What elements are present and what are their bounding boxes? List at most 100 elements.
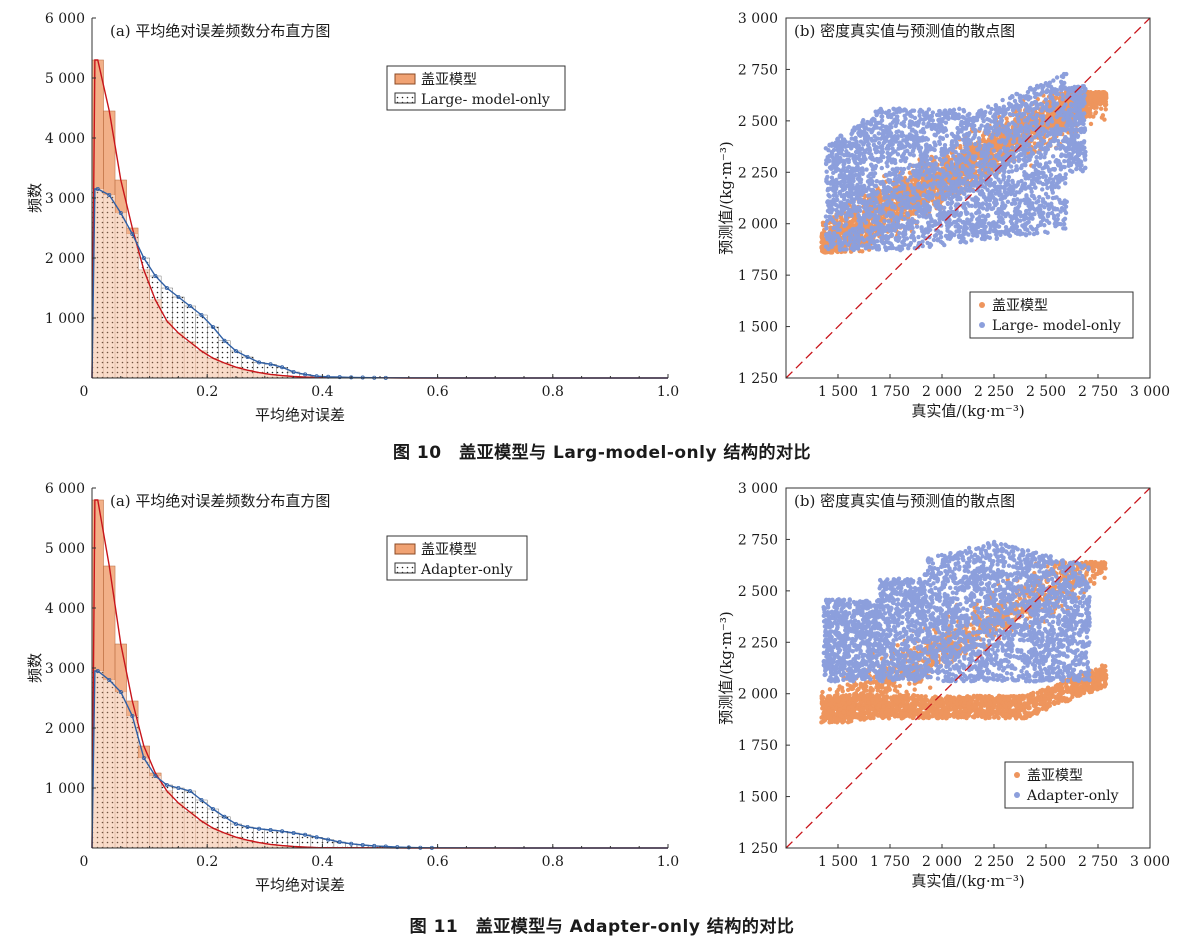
point-series-1	[972, 150, 977, 155]
point-series-2	[1024, 208, 1029, 214]
point-series-2	[1047, 160, 1052, 165]
point-series-2	[873, 109, 878, 114]
series-line-solid	[91, 59, 668, 379]
point-series-1	[851, 216, 857, 221]
point-series-2	[1032, 86, 1038, 92]
point-series-2	[1076, 163, 1082, 168]
point-series-2	[882, 235, 888, 241]
bar-overlap	[218, 363, 231, 378]
point-series-2	[849, 166, 855, 171]
point-series-2	[945, 200, 951, 206]
y-tick-label: 4 000	[45, 131, 85, 147]
point-series-1	[1088, 97, 1093, 103]
point-series-2	[906, 226, 911, 231]
point-series-2	[1039, 142, 1044, 147]
point-series-2	[911, 230, 916, 235]
point-series-2	[1049, 185, 1055, 191]
point-series-2	[990, 188, 996, 194]
bar-overlap	[149, 300, 162, 378]
line-marker	[118, 210, 123, 215]
point-series-2	[1058, 167, 1064, 172]
bar-overlap	[241, 370, 254, 378]
point-series-2	[824, 226, 829, 231]
legend-label-solid: 盖亚模型	[421, 72, 477, 88]
point-series-2	[970, 197, 975, 202]
point-series-2	[918, 149, 923, 154]
line-marker	[176, 294, 181, 299]
point-series-1	[957, 143, 963, 149]
point-series-2	[1055, 162, 1061, 167]
point-series-2	[916, 234, 921, 240]
point-series-2	[1034, 91, 1039, 97]
point-series-2	[988, 154, 993, 160]
point-series-2	[1016, 180, 1021, 185]
bar-overlap	[172, 333, 185, 378]
y-tick-label: 3 000	[45, 191, 85, 207]
point-series-1	[1091, 114, 1096, 119]
point-series-2	[889, 245, 894, 251]
point-series-2	[877, 144, 883, 150]
point-series-2	[938, 234, 944, 240]
point-series-2	[1027, 231, 1032, 236]
point-series-2	[1012, 122, 1017, 127]
legend-swatch-dotted	[394, 92, 416, 104]
legend-swatch-solid	[394, 73, 416, 85]
point-series-2	[836, 221, 842, 226]
point-series-2	[986, 213, 991, 218]
point-series-1	[1088, 94, 1093, 100]
point-series-2	[944, 133, 950, 138]
x-tick-label: 0.8	[542, 384, 564, 400]
point-series-2	[935, 192, 940, 197]
point-series-1	[981, 136, 986, 142]
point-series-2	[860, 190, 866, 195]
point-series-2	[1062, 201, 1068, 206]
point-series-1	[1004, 116, 1009, 121]
point-series-2	[998, 156, 1004, 161]
point-series-2	[914, 224, 920, 229]
point-series-2	[831, 157, 836, 162]
point-series-2	[1056, 185, 1061, 190]
point-series-2	[879, 153, 885, 159]
line-marker	[280, 365, 285, 370]
point-series-2	[869, 181, 875, 186]
point-series-2	[988, 110, 993, 115]
point-series-2	[1055, 212, 1061, 218]
point-series-2	[849, 213, 854, 218]
point-series-2	[825, 154, 830, 160]
point-series-2	[975, 162, 980, 167]
point-series-2	[1033, 176, 1038, 182]
bar-overlap	[161, 321, 173, 378]
point-series-2	[886, 219, 891, 224]
line-marker	[245, 354, 250, 359]
bar-overlap	[264, 374, 277, 378]
point-series-2	[1006, 169, 1012, 174]
point-series-2	[941, 205, 947, 211]
point-series-2	[1006, 174, 1012, 180]
point-series-2	[876, 131, 881, 136]
point-series-2	[879, 223, 884, 229]
point-series-2	[986, 104, 991, 109]
point-series-2	[907, 132, 913, 137]
point-series-2	[882, 195, 887, 201]
point-series-2	[951, 144, 956, 150]
point-series-2	[836, 237, 842, 243]
point-series-2	[905, 148, 910, 154]
point-series-2	[849, 131, 854, 137]
point-series-2	[894, 114, 900, 119]
line-marker	[257, 360, 262, 365]
point-series-2	[1061, 226, 1066, 231]
point-series-2	[1003, 193, 1008, 199]
point-series-2	[895, 152, 901, 157]
point-series-1	[1092, 98, 1098, 103]
point-series-1	[1103, 107, 1108, 112]
point-series-2	[933, 133, 938, 138]
point-series-2	[1051, 215, 1057, 221]
point-series-2	[879, 165, 884, 171]
point-series-2	[897, 192, 903, 198]
point-series-2	[868, 213, 873, 219]
point-series-2	[919, 225, 924, 230]
point-series-2	[1010, 139, 1016, 145]
point-series-2	[924, 176, 929, 181]
point-series-2	[885, 235, 891, 241]
